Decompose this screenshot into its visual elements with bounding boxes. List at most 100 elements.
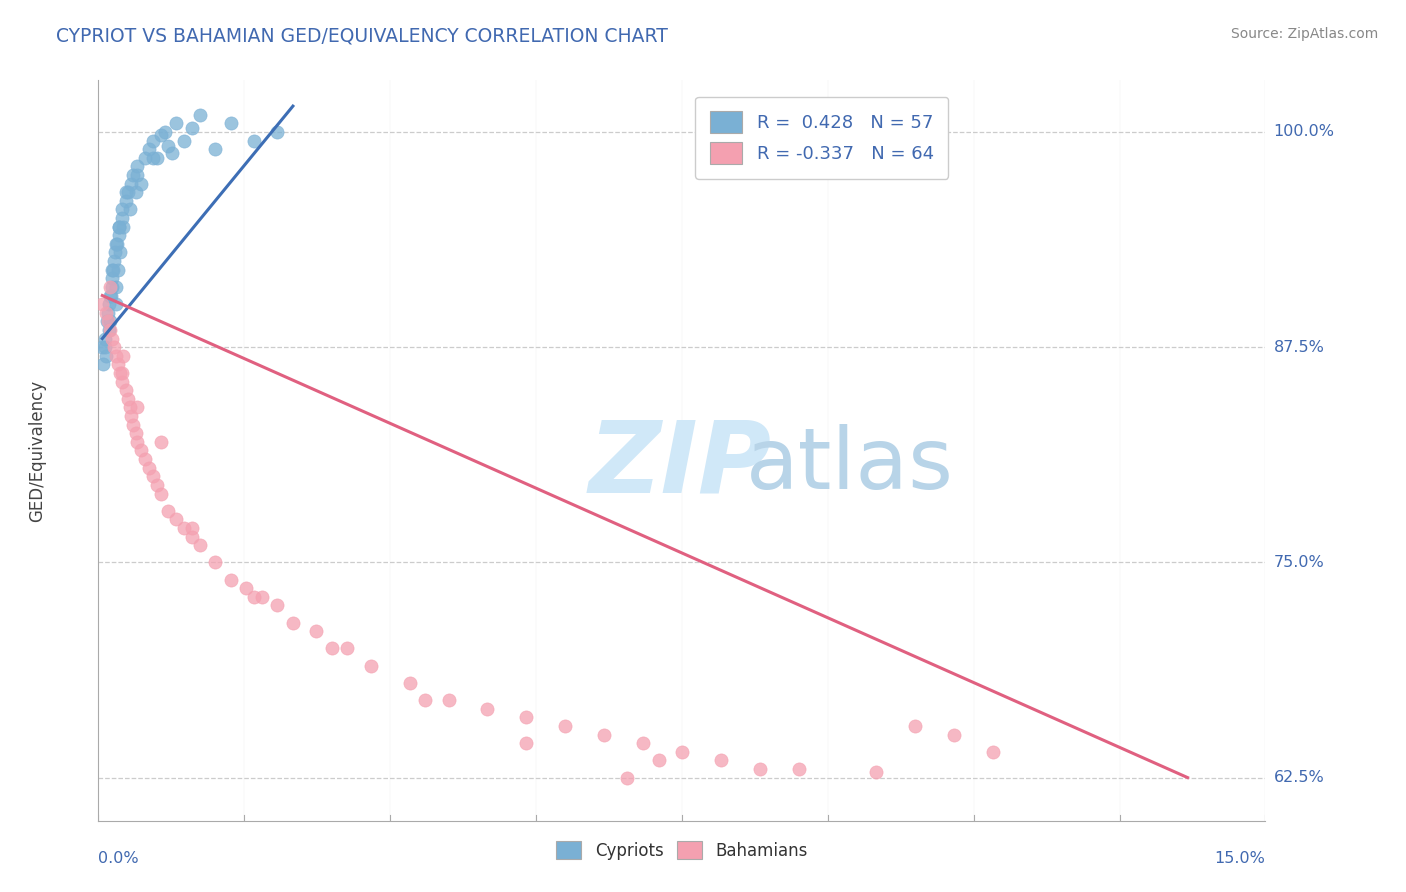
Point [117,392,139,406]
Point [101,262,124,277]
Point [981,745,1004,759]
Point [142,134,165,148]
Point [173,134,195,148]
Point [96,314,118,328]
Point [97,314,120,328]
Point [647,753,669,767]
Point [153,125,176,139]
Point [515,736,537,750]
Point [129,443,152,458]
Point [117,185,139,199]
Text: Source: ZipAtlas.com: Source: ZipAtlas.com [1230,27,1378,41]
Point [321,641,343,656]
Point [98,323,121,337]
Point [114,383,136,397]
Text: 75.0%: 75.0% [1274,555,1324,570]
Point [134,452,156,467]
Point [943,727,966,741]
Point [437,693,460,707]
Point [122,168,145,182]
Point [91,357,114,371]
Text: 15.0%: 15.0% [1215,851,1265,866]
Point [180,521,202,535]
Point [120,409,142,423]
Point [104,280,127,294]
Point [173,521,195,535]
Point [305,624,328,639]
Text: 0.0%: 0.0% [98,851,139,866]
Point [413,693,436,707]
Point [104,236,127,251]
Point [616,771,638,785]
Point [904,719,927,733]
Point [671,745,693,759]
Point [360,658,382,673]
Point [91,297,114,311]
Point [108,245,131,260]
Point [98,280,121,294]
Point [105,236,128,251]
Point [149,486,172,500]
Point [107,228,129,243]
Point [219,116,242,130]
Point [162,145,184,160]
Text: atlas: atlas [747,424,955,507]
Point [138,460,160,475]
Point [593,727,616,741]
Point [142,469,165,483]
Point [243,590,266,604]
Point [336,641,359,656]
Point [188,538,211,552]
Point [554,719,576,733]
Point [127,401,149,415]
Point [266,125,288,139]
Point [631,736,654,750]
Point [146,478,169,492]
Point [107,262,129,277]
Point [111,211,134,225]
Point [118,401,141,415]
Point [129,177,152,191]
Point [98,314,121,328]
Point [219,573,242,587]
Point [107,357,129,371]
Text: GED/Equivalency: GED/Equivalency [28,379,46,522]
Point [398,676,420,690]
Point [157,504,180,518]
Point [108,219,131,234]
Point [100,280,122,294]
Point [103,254,125,268]
Point [127,434,149,449]
Point [97,297,120,311]
Point [146,151,169,165]
Point [157,138,180,153]
Point [204,555,226,569]
Point [101,271,124,285]
Point [134,151,156,165]
Point [120,177,142,191]
Point [111,375,134,389]
Point [101,332,124,346]
Legend: Cypriots, Bahamians: Cypriots, Bahamians [548,832,815,868]
Point [122,417,145,432]
Point [108,366,131,380]
Text: CYPRIOT VS BAHAMIAN GED/EQUIVALENCY CORRELATION CHART: CYPRIOT VS BAHAMIAN GED/EQUIVALENCY CORR… [56,27,668,45]
Point [125,185,148,199]
Text: 100.0%: 100.0% [1274,124,1334,139]
Point [94,340,117,354]
Point [266,599,288,613]
Point [180,121,202,136]
Point [114,185,136,199]
Point [104,349,127,363]
Point [787,762,810,776]
Point [114,194,136,208]
Point [250,590,273,604]
Point [112,219,135,234]
Point [748,762,770,776]
Point [127,160,149,174]
Point [204,142,226,156]
Point [96,306,118,320]
Point [111,366,134,380]
Point [98,288,121,302]
Point [111,202,134,217]
